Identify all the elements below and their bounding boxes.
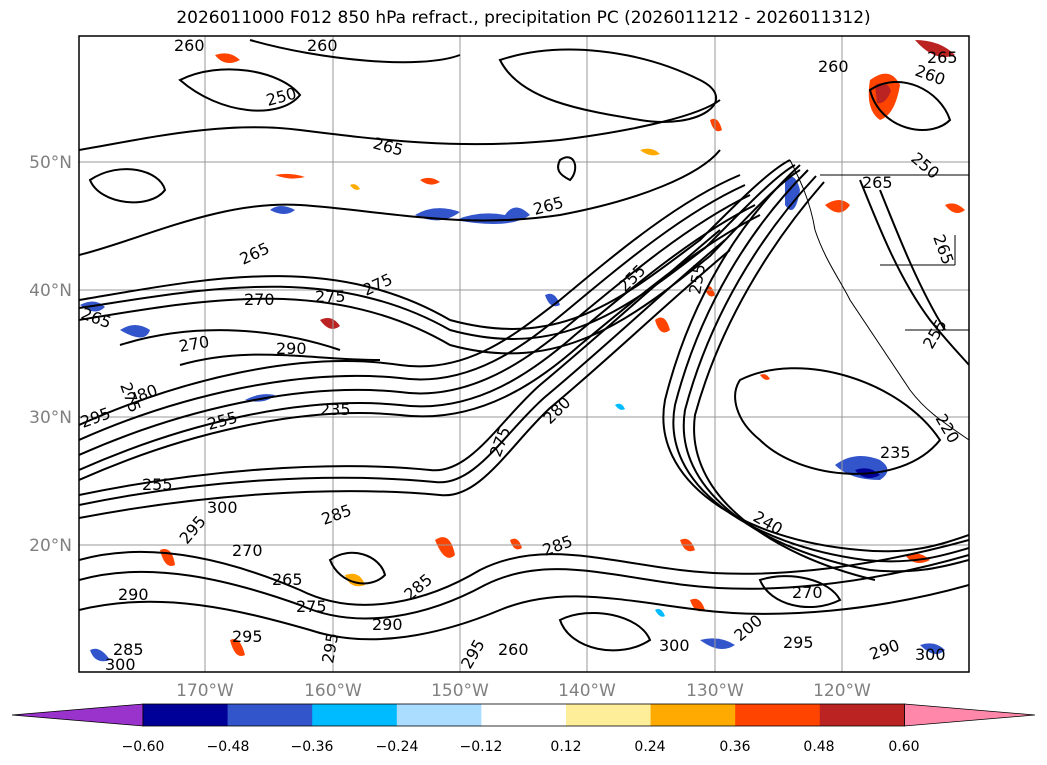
precip-cell [875,83,891,104]
colorbar-tick-label: −0.36 [291,739,334,755]
precip-cell [230,639,245,656]
map-plot-area [79,36,969,672]
contour-label: 235 [880,443,911,462]
colorbar-segment [396,704,482,726]
contour-label: 300 [105,655,136,674]
colorbar-ticks: −0.60 −0.48 −0.36 −0.24 −0.12 0.12 0.24 … [122,739,920,755]
latitude-labels: 50°N 40°N 30°N 20°N [29,153,72,556]
colorbar-tick-label: 0.48 [803,739,834,755]
colorbar-frame [142,703,905,727]
lon-label: 170°W [176,681,234,701]
coastline [789,159,969,441]
contour-label: 290 [276,339,307,358]
colorbar-segment [312,704,398,726]
contour-label: 270 [232,541,263,560]
precip-cell [270,206,295,214]
state-borders [820,174,969,331]
lon-label: 150°W [431,681,489,701]
lon-label: 130°W [686,681,744,701]
longitude-labels: 170°W 160°W 150°W 140°W 130°W 120°W [176,681,871,701]
lat-label: 50°N [29,153,72,173]
lon-label: 140°W [558,681,616,701]
contour-label: 270 [792,583,823,602]
lon-label: 120°W [813,681,871,701]
lat-label: 20°N [29,536,72,556]
precip-cell [700,638,735,649]
precip-cell [320,318,340,329]
precip-cell [420,177,440,185]
precip-cell [920,643,945,654]
contour-label: 265 [927,48,958,67]
contour-label: 260 [174,36,205,55]
colorbar-extend-max [904,703,1036,727]
precip-cell [760,374,770,380]
colorbar-segment [650,704,736,726]
precip-cell [640,148,660,156]
precip-cell [945,203,965,214]
precip-cell [90,648,110,662]
colorbar-tick-label: 0.24 [634,739,665,755]
colorbar-tick-label: −0.12 [460,739,503,755]
precip-cell [350,184,360,190]
contour-label: 295 [783,633,814,652]
map-title: 2026011000 F012 850 hPa refract., precip… [176,8,871,28]
contour-label: 260 [498,640,529,659]
colorbar-segments [11,703,1036,727]
precip-cell [275,173,305,179]
precip-cell [915,40,955,58]
colorbar-tick-label: −0.60 [122,739,165,755]
colorbar-segment [481,704,567,726]
contour-label: 265 [272,570,303,589]
contour-label: 290 [372,615,403,634]
contour-label: 270 [244,290,275,309]
map-frame [78,35,970,673]
precip-cell [710,118,722,132]
colorbar-segment [819,704,905,726]
contour-label: 235 [320,400,351,419]
colorbar-tick-label: −0.48 [207,739,250,755]
contour-labels: 260 260 250 265 265 265 275 270 275 265 … [79,36,963,674]
contour-label: 265 [862,173,893,192]
precip-cell [215,53,240,64]
colorbar-extend-min [11,703,144,727]
colorbar-segment [227,704,313,726]
colorbar-tick-label: 0.36 [719,739,750,755]
contour-label: 300 [207,498,238,517]
contour-label: 300 [915,645,946,664]
colorbar-segment [143,704,229,726]
lat-label: 40°N [29,281,72,301]
colorbar-segment [735,704,821,726]
contour-label: 255 [142,475,173,494]
contour-label: 275 [296,597,327,616]
contour-label: 300 [659,636,690,655]
precip-cell [435,537,455,558]
contour-label: 275 [315,287,346,306]
precip-cell [615,403,625,410]
precip-cell [655,608,665,617]
precip-cell [655,317,670,333]
precip-cell [510,538,522,550]
lat-label: 30°N [29,408,72,428]
contour-label: 260 [307,36,338,55]
colorbar-tick-label: 0.60 [888,739,919,755]
precip-cell [120,325,150,338]
precip-cell [690,598,705,612]
contour-label: 260 [818,57,849,76]
colorbar-tick-label: −0.24 [376,739,419,755]
contour-label: 290 [118,585,149,604]
colorbar-tick-label: 0.12 [550,739,581,755]
refractivity-contours [79,39,969,652]
contour-label: 295 [232,627,263,646]
lon-label: 160°W [304,681,362,701]
contour-label: 285 [113,640,144,659]
precip-cell [785,176,800,210]
precip-cell [825,200,850,213]
colorbar-segment [566,704,652,726]
colorbar: −0.60 −0.48 −0.36 −0.24 −0.12 0.12 0.24 … [11,703,1036,755]
